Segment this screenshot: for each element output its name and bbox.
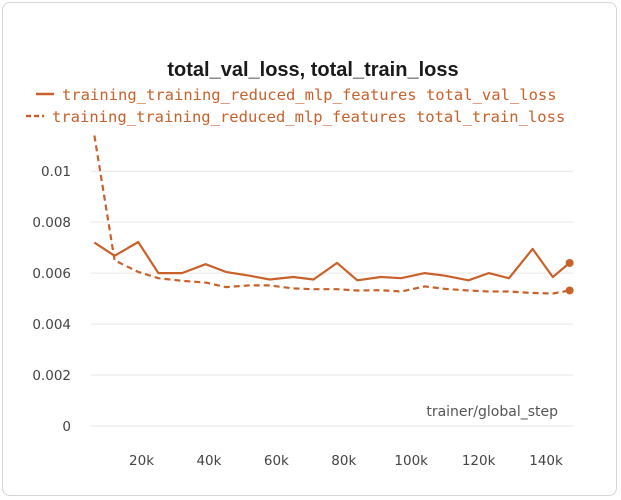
legend: training_training_reduced_mlp_features t… <box>26 86 565 126</box>
y-tick-label: 0.008 <box>32 215 71 231</box>
x-tick-label: 120k <box>462 453 496 469</box>
x-tick-label: 40k <box>196 453 221 469</box>
x-tick-label: 80k <box>331 453 356 469</box>
legend-label-val-loss: training_training_reduced_mlp_features t… <box>62 86 557 104</box>
line-chart: total_val_loss, total_train_loss trainin… <box>26 59 574 469</box>
y-axis-ticks: 0 0.002 0.004 0.006 0.008 0.01 <box>32 164 71 435</box>
x-tick-label: 140k <box>529 453 563 469</box>
y-tick-label: 0.004 <box>32 317 71 333</box>
y-tick-label: 0 <box>62 419 71 435</box>
series-endpoint-val-loss <box>565 258 574 267</box>
gridlines <box>91 170 573 427</box>
x-axis-label: trainer/global_step <box>426 404 558 420</box>
y-tick-label: 0.002 <box>32 368 71 384</box>
chart-panel: total_val_loss, total_train_loss trainin… <box>2 2 617 496</box>
x-tick-label: 60k <box>264 453 289 469</box>
y-tick-label: 0.006 <box>32 266 71 282</box>
x-tick-label: 100k <box>394 453 428 469</box>
series-line-val-loss <box>93 240 571 282</box>
x-tick-label: 20k <box>129 453 154 469</box>
chart-title: total_val_loss, total_train_loss <box>167 59 458 81</box>
legend-label-train-loss: training_training_reduced_mlp_features t… <box>52 108 565 126</box>
series-lines <box>93 135 574 295</box>
series-endpoint-train-loss <box>565 286 574 295</box>
series-line-train-loss <box>93 135 570 295</box>
x-axis-ticks: 20k 40k 60k 80k 100k 120k 140k <box>129 453 563 469</box>
y-tick-label: 0.01 <box>41 164 71 180</box>
